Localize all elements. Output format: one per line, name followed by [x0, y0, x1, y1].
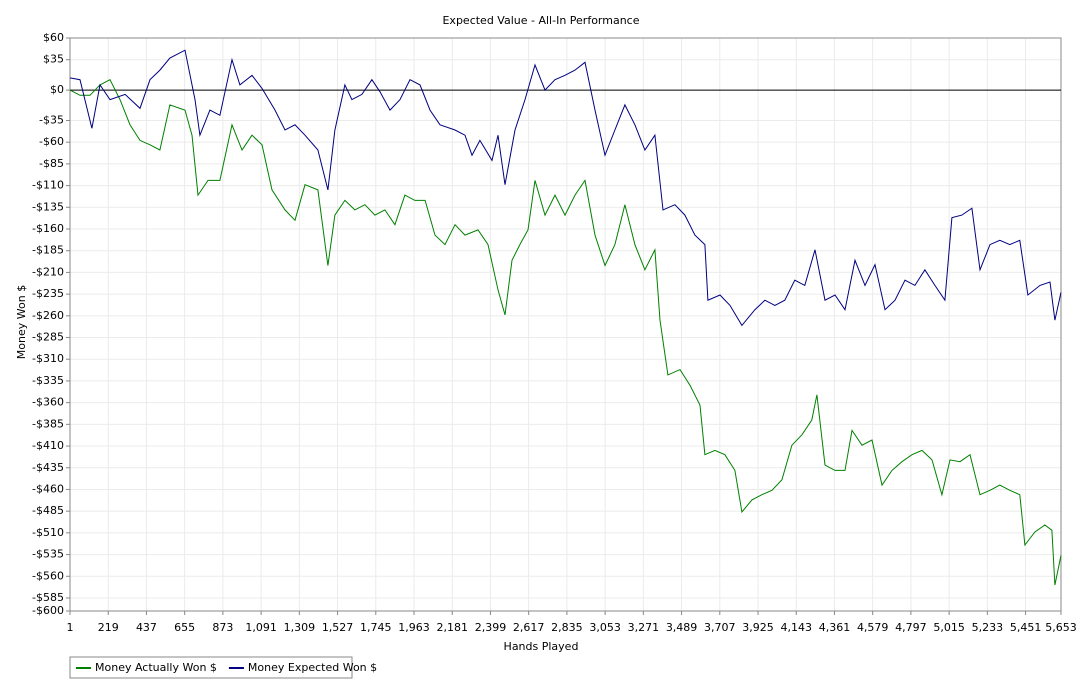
x-tick-label: 3,489 — [666, 621, 698, 634]
x-tick-label: 5,451 — [1010, 621, 1042, 634]
series-line — [69, 79, 1062, 586]
x-tick-label: 4,579 — [857, 621, 889, 634]
y-tick-label: -$110 — [32, 179, 64, 192]
legend-label: Money Actually Won $ — [95, 661, 217, 674]
x-tick-label: 3,707 — [704, 621, 736, 634]
y-tick-label: -$35 — [39, 113, 64, 126]
y-tick-label: $0 — [50, 83, 64, 96]
y-tick-label: -$460 — [32, 482, 64, 495]
y-tick-label: -$235 — [32, 287, 64, 300]
y-tick-label: -$85 — [39, 157, 64, 170]
x-tick-label: 219 — [98, 621, 119, 634]
y-tick-label: -$285 — [32, 331, 64, 344]
y-tick-label: -$60 — [39, 135, 64, 148]
y-tick-label: -$485 — [32, 504, 64, 517]
x-tick-label: 5,653 — [1045, 621, 1077, 634]
x-tick-label: 2,181 — [436, 621, 468, 634]
x-tick-label: 4,143 — [780, 621, 812, 634]
legend-box — [69, 656, 353, 679]
x-tick-label: 437 — [136, 621, 157, 634]
x-tick-label: 2,399 — [475, 621, 507, 634]
x-tick-label: 2,617 — [513, 621, 545, 634]
x-tick-label: 4,361 — [819, 621, 851, 634]
x-tick-label: 1,309 — [284, 621, 316, 634]
x-tick-label: 3,053 — [589, 621, 621, 634]
y-tick-label: $35 — [43, 53, 64, 66]
y-tick-label: -$335 — [32, 374, 64, 387]
plot-area — [70, 38, 1061, 611]
plot-border — [69, 37, 1062, 612]
y-tick-label: $60 — [43, 31, 64, 44]
x-tick-label: 1,527 — [322, 621, 354, 634]
x-tick-label: 1,091 — [245, 621, 277, 634]
y-tick-label: -$600 — [32, 604, 64, 617]
y-tick-label: -$160 — [32, 222, 64, 235]
y-tick-label: -$360 — [32, 396, 64, 409]
x-tick-label: 1,963 — [398, 621, 430, 634]
x-tick-label: 1,745 — [360, 621, 392, 634]
legend: Money Actually Won $ Money Expected Won $ — [69, 656, 377, 679]
x-tick-label: 3,925 — [742, 621, 774, 634]
y-tick-label: -$185 — [32, 244, 64, 257]
x-tick-label: 2,835 — [551, 621, 583, 634]
chart-title: Expected Value - All-In Performance — [442, 14, 639, 27]
y-tick-label: -$410 — [32, 439, 64, 452]
y-tick-label: -$510 — [32, 526, 64, 539]
x-axis-label: Hands Played — [504, 640, 579, 653]
y-tick-label: -$135 — [32, 200, 64, 213]
y-tick-label: -$310 — [32, 352, 64, 365]
y-tick-label: -$535 — [32, 548, 64, 561]
x-tick-label: 873 — [212, 621, 233, 634]
y-tick-label: -$210 — [32, 265, 64, 278]
legend-label: Money Expected Won $ — [248, 661, 377, 674]
y-tick-label: -$260 — [32, 309, 64, 322]
y-tick-label: -$560 — [32, 569, 64, 582]
x-tick-label: 1 — [67, 621, 74, 634]
x-tick-label: 655 — [174, 621, 195, 634]
y-tick-label: -$585 — [32, 591, 64, 604]
y-axis-label: Money Won $ — [15, 285, 28, 359]
x-tick-label: 5,015 — [933, 621, 965, 634]
x-tick-label: 3,271 — [628, 621, 660, 634]
y-tick-label: -$385 — [32, 417, 64, 430]
x-tick-label: 4,797 — [895, 621, 927, 634]
y-tick-label: -$435 — [32, 461, 64, 474]
series-line — [69, 49, 1062, 327]
x-tick-label: 5,233 — [972, 621, 1004, 634]
